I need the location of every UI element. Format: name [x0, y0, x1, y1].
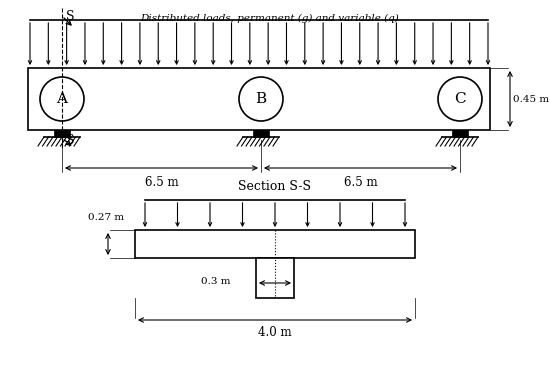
Text: C: C — [454, 92, 466, 106]
Text: 0.3 m: 0.3 m — [201, 277, 230, 285]
Text: Distributed loads, permanent (g) and variable (q): Distributed loads, permanent (g) and var… — [141, 14, 399, 23]
Text: S: S — [66, 133, 74, 147]
Text: 6.5 m: 6.5 m — [145, 176, 178, 189]
Bar — [256, 258, 294, 298]
Bar — [135, 230, 415, 258]
Bar — [28, 68, 490, 130]
Text: 0.27 m: 0.27 m — [88, 213, 124, 222]
Text: 6.5 m: 6.5 m — [344, 176, 377, 189]
Bar — [253, 130, 269, 137]
Bar — [452, 130, 468, 137]
Text: B: B — [255, 92, 267, 106]
Text: A: A — [57, 92, 68, 106]
Bar — [54, 130, 70, 137]
Text: 0.45 m: 0.45 m — [513, 94, 549, 103]
Text: Section S-S: Section S-S — [239, 180, 311, 193]
Text: S: S — [66, 9, 74, 23]
Text: 4.0 m: 4.0 m — [258, 326, 292, 339]
